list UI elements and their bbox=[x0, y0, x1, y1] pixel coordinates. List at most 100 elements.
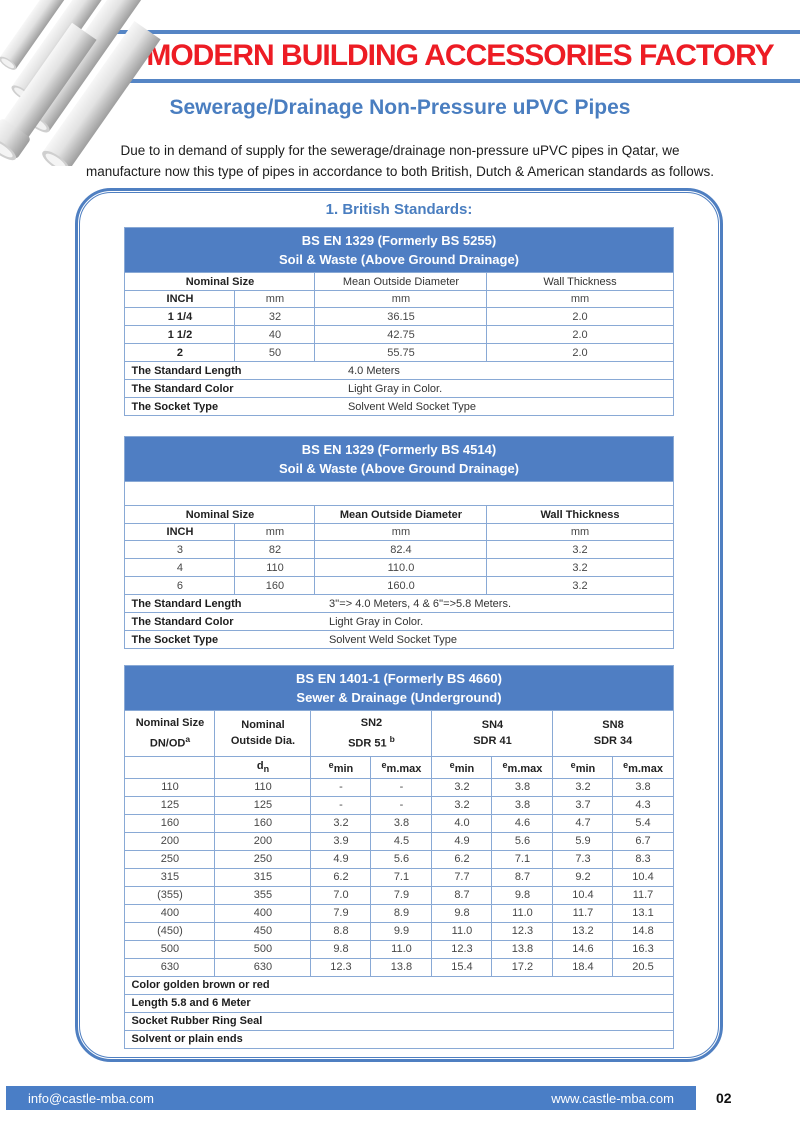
size-cell: 8.3 bbox=[612, 849, 674, 869]
size-cell: 10.4 bbox=[612, 867, 674, 887]
size-cell: 110 bbox=[234, 558, 316, 577]
size-cell: (355) bbox=[124, 885, 216, 905]
size-cell: 11.0 bbox=[491, 903, 554, 923]
table-title-line2: Soil & Waste (Above Ground Drainage) bbox=[278, 461, 520, 476]
table-bs-en-1329-bs4514: BS EN 1329 (Formerly BS 4514) Soil & Wast… bbox=[124, 436, 674, 649]
size-cell: 160 bbox=[214, 813, 312, 833]
size-row: 4 110 110.0 3.2 bbox=[124, 558, 674, 577]
size-cell: 17.2 bbox=[491, 957, 554, 977]
size-cell: 4.9 bbox=[310, 849, 372, 869]
spec-row: The Standard Length 4.0 Meters bbox=[124, 361, 674, 380]
pipes-photo bbox=[0, 0, 196, 172]
column-header: Wall Thickness bbox=[486, 505, 674, 524]
size-cell: 10.4 bbox=[552, 885, 614, 905]
size-cell: 12.3 bbox=[491, 921, 554, 941]
top-rule bbox=[113, 30, 800, 34]
column-header: Wall Thickness bbox=[486, 272, 674, 291]
spec-label: Length 5.8 and 6 Meter bbox=[124, 993, 674, 1013]
footer-website: www.castle-mba.com bbox=[551, 1090, 674, 1106]
table-title: BS EN 1329 (Formerly BS 4514) Soil & Wast… bbox=[124, 436, 674, 482]
size-row: 3 82 82.4 3.2 bbox=[124, 540, 674, 559]
column-header-row: Nominal Size DN/ODa Nominal Outside Dia. S… bbox=[124, 710, 674, 757]
spec-row: The Socket Type Solvent Weld Socket Type bbox=[124, 630, 674, 649]
size-cell: 15.4 bbox=[431, 957, 493, 977]
sub-header-emin: emin bbox=[552, 755, 614, 779]
size-cell: 12.3 bbox=[431, 939, 493, 959]
spec-value: 3''=> 4.0 Meters, 4 & 6''=>5.8 Meters. bbox=[314, 594, 674, 613]
unit-header: INCH bbox=[124, 523, 236, 541]
unit-header: mm bbox=[234, 290, 316, 308]
size-row: 125 125- -3.2 3.8 3.7 4.3 bbox=[124, 795, 674, 815]
size-row: 315 315 6.2 7.1 7.7 8.7 9.2 10.4 bbox=[124, 867, 674, 887]
size-cell: - bbox=[370, 777, 433, 797]
size-cell: 125 bbox=[214, 795, 312, 815]
spec-value: Solvent Weld Socket Type bbox=[314, 630, 674, 649]
size-cell: 500 bbox=[214, 939, 312, 959]
size-cell: 6.2 bbox=[431, 849, 493, 869]
size-cell: - bbox=[370, 795, 433, 815]
size-cell: 50 bbox=[234, 343, 316, 362]
table-title-cell: BS EN 1401-1 (Formerly BS 4660) Sewer & D… bbox=[124, 665, 674, 711]
size-cell: - bbox=[310, 777, 372, 797]
column-header-dn-od: Nominal Size DN/ODa bbox=[124, 710, 216, 757]
spec-label: The Socket Type bbox=[124, 397, 315, 416]
size-cell: 2.0 bbox=[486, 325, 674, 344]
size-cell: 160 bbox=[124, 813, 216, 833]
spec-value: Light Gray in Color. bbox=[314, 612, 674, 631]
spec-label: Solvent or plain ends bbox=[124, 1029, 674, 1049]
footer-bar: info@castle-mba.com www.castle-mba.com bbox=[6, 1086, 696, 1110]
sub-header-emin: emin bbox=[310, 755, 372, 779]
table-title-line1: BS EN 1329 (Formerly BS 5255) bbox=[301, 233, 497, 248]
size-cell: 3.2 bbox=[552, 777, 614, 797]
size-cell: 9.2 bbox=[552, 867, 614, 887]
size-cell: 82.4 bbox=[314, 540, 488, 559]
spec-row: Solvent or plain ends bbox=[124, 1029, 674, 1049]
size-row: 250 250 4.9 5.6 6.2 7.1 7.3 8.3 bbox=[124, 849, 674, 869]
size-cell: 12.3 bbox=[310, 957, 372, 977]
spec-row: The Standard Color Light Gray in Color. bbox=[124, 612, 674, 631]
size-cell: 7.7 bbox=[431, 867, 493, 887]
size-cell: 7.1 bbox=[491, 849, 554, 869]
spec-row: Length 5.8 and 6 Meter bbox=[124, 993, 674, 1013]
size-cell: 3.2 bbox=[486, 558, 674, 577]
size-row: 110 110- -3.2 3.8 3.2 3.8 bbox=[124, 777, 674, 797]
size-cell: 14.6 bbox=[552, 939, 614, 959]
unit-header: mm bbox=[234, 523, 316, 541]
size-cell: 9.8 bbox=[491, 885, 554, 905]
column-header-row: Nominal Size Mean Outside Diameter Wall … bbox=[124, 272, 674, 291]
size-cell: 2.0 bbox=[486, 343, 674, 362]
size-cell: 8.9 bbox=[370, 903, 433, 923]
spec-label: The Socket Type bbox=[124, 630, 315, 649]
size-cell: 3.2 bbox=[486, 576, 674, 595]
size-cell: 7.9 bbox=[370, 885, 433, 905]
size-cell: 110 bbox=[214, 777, 312, 797]
size-cell: 315 bbox=[124, 867, 216, 887]
size-cell: 4.3 bbox=[612, 795, 674, 815]
size-cell: 13.8 bbox=[370, 957, 433, 977]
size-cell: 250 bbox=[124, 849, 216, 869]
spec-label: The Standard Color bbox=[124, 612, 315, 631]
size-cell: 8.7 bbox=[431, 885, 493, 905]
footer-email: info@castle-mba.com bbox=[28, 1090, 154, 1106]
sub-header-emmax: em.max bbox=[370, 755, 433, 779]
size-cell: 11.0 bbox=[370, 939, 433, 959]
size-cell: 400 bbox=[214, 903, 312, 923]
size-cell: 40 bbox=[234, 325, 316, 344]
size-cell: 3.2 bbox=[310, 813, 372, 833]
column-header: Nominal Size bbox=[124, 272, 316, 291]
size-cell: 18.4 bbox=[552, 957, 614, 977]
size-cell: - bbox=[310, 795, 372, 815]
standards-frame: 1. British Standards: BS EN 1329 (Former… bbox=[75, 188, 723, 1062]
unit-header: mm bbox=[486, 290, 674, 308]
size-cell: 3.2 bbox=[486, 540, 674, 559]
size-cell: 7.0 bbox=[310, 885, 372, 905]
size-cell: 1 1/4 bbox=[124, 307, 236, 326]
size-cell: 110 bbox=[124, 777, 216, 797]
spec-row: The Standard Color Light Gray in Color. bbox=[124, 379, 674, 398]
size-cell: 250 bbox=[214, 849, 312, 869]
size-cell: 3 bbox=[124, 540, 236, 559]
size-cell: 13.2 bbox=[552, 921, 614, 941]
size-cell: 2.0 bbox=[486, 307, 674, 326]
size-cell: 32 bbox=[234, 307, 316, 326]
